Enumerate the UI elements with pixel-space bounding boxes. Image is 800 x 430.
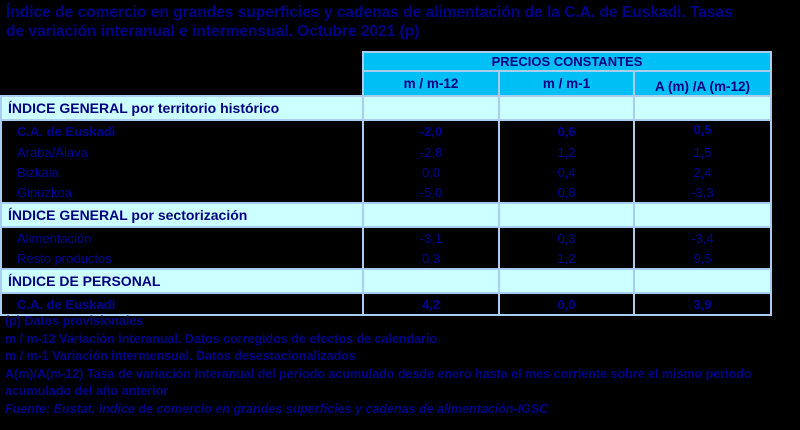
- row-label: Alimentación: [0, 227, 364, 248]
- section-header-row-personal: ÍNDICE DE PERSONAL: [0, 268, 772, 294]
- empty-cell: [633, 95, 772, 121]
- section-header-label: ÍNDICE GENERAL por territorio histórico: [0, 95, 364, 121]
- group-header-cell: PRECIOS CONSTANTES: [362, 51, 772, 72]
- empty-cell: [362, 202, 500, 228]
- footnote-m-m1: m / m-1 Variación intermensual. Datos de…: [5, 349, 356, 363]
- empty-cell: [362, 268, 500, 294]
- value-cell: -3,3: [633, 182, 772, 203]
- table-row-gipuzkoa: Gipuzkoa -5,0 0,8 -3,3: [0, 182, 772, 203]
- empty-cell: [633, 202, 772, 228]
- value-cell: 0,3: [498, 227, 635, 248]
- section-header-row-sectorizacion: ÍNDICE GENERAL por sectorización: [0, 202, 772, 228]
- page-title: Índice de comercio en grandes superficie…: [6, 4, 733, 40]
- empty-cell: [498, 268, 635, 294]
- empty-cell: [362, 95, 500, 121]
- table-row-araba: Araba/Álava -2,8 1,2 1,5: [0, 142, 772, 162]
- empty-cell: [498, 202, 635, 228]
- footnote-accumulated: A(m)/A(m-12) Tasa de variación interanua…: [5, 366, 752, 399]
- table-row-bizkaia: Bizkaia 0,0 0,4 2,4: [0, 162, 772, 182]
- footnote-m-m12: m / m-12 Variación interanual. Datos cor…: [5, 331, 438, 346]
- row-label: C.A. de Euskadi: [0, 120, 364, 142]
- spacer-cell: [1, 71, 363, 96]
- value-cell: 1,2: [498, 142, 635, 162]
- table-row-personal-euskadi: C.A. de Euskadi 4,2 0,0 3,9: [0, 293, 772, 316]
- value-cell: 0,8: [498, 182, 635, 203]
- column-header-row: m / m-12 m / m-1 A (m) /A (m-12): [1, 70, 772, 97]
- spacer-cell: [1, 52, 363, 71]
- table-row-euskadi: C.A. de Euskadi -2,0 0,6 0,5: [0, 120, 772, 142]
- value-cell: 0,6: [498, 120, 635, 142]
- value-cell: 4,2: [362, 293, 500, 316]
- section-header-row-territorio: ÍNDICE GENERAL por territorio histórico: [0, 95, 772, 121]
- row-label: Araba/Álava: [0, 142, 364, 162]
- value-cell: -3,1: [362, 227, 500, 248]
- value-cell: 1,5: [633, 142, 772, 162]
- value-cell: -3,4: [633, 227, 772, 248]
- value-cell: 3,9: [633, 293, 772, 316]
- footnote-provisional: (p) Datos provisionales: [5, 314, 144, 328]
- value-cell: 0,5: [633, 120, 772, 142]
- value-cell: 0,4: [498, 162, 635, 182]
- empty-cell: [633, 268, 772, 294]
- row-label: Bizkaia: [0, 162, 364, 182]
- commerce-index-table: PRECIOS CONSTANTES m / m-12 m / m-1 A (m…: [0, 51, 772, 316]
- value-cell: 0,0: [362, 162, 500, 182]
- empty-cell: [498, 95, 635, 121]
- column-header-m-m1: m / m-1: [498, 70, 635, 97]
- table-row-alimentacion: Alimentación -3,1 0,3 -3,4: [0, 227, 772, 248]
- source-line: Fuente: Eustat. Índice de comercio en gr…: [5, 401, 549, 416]
- value-cell: 9,5: [633, 248, 772, 269]
- footnotes: (p) Datos provisionales m / m-12 Variaci…: [5, 313, 798, 418]
- value-cell: 0,0: [498, 293, 635, 316]
- table-row-resto-productos: Resto productos 0,3 1,2 9,5: [0, 248, 772, 269]
- group-header-row: PRECIOS CONSTANTES: [1, 51, 772, 72]
- row-label: C.A. de Euskadi: [0, 293, 364, 316]
- row-label: Gipuzkoa: [0, 182, 364, 203]
- value-cell: 2,4: [633, 162, 772, 182]
- column-header-m-m12: m / m-12: [362, 70, 500, 97]
- row-label: Resto productos: [0, 248, 364, 269]
- section-header-label: ÍNDICE GENERAL por sectorización: [0, 202, 364, 228]
- value-cell: -5,0: [362, 182, 500, 203]
- value-cell: -2,8: [362, 142, 500, 162]
- value-cell: -2,0: [362, 120, 500, 142]
- column-header-accumulated: A (m) /A (m-12): [633, 70, 772, 97]
- section-header-label: ÍNDICE DE PERSONAL: [0, 268, 364, 294]
- value-cell: 0,3: [362, 248, 500, 269]
- value-cell: 1,2: [498, 248, 635, 269]
